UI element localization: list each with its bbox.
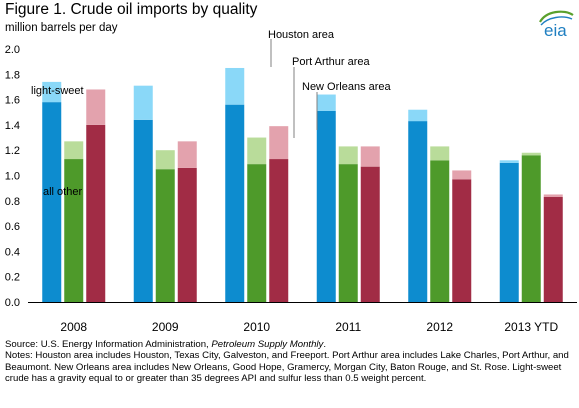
bar-port-arthur-all-other [521, 155, 541, 302]
source-suffix: . [323, 339, 327, 350]
bar-port-arthur-light-sweet [521, 152, 541, 156]
bar-new-orleans-all-other [452, 179, 472, 302]
bar-houston-light-sweet [499, 160, 519, 163]
annotations: Houston area Port Arthur area New Orlean… [31, 29, 392, 198]
logo-arc-green [539, 10, 574, 23]
bar-port-arthur-light-sweet [430, 146, 450, 161]
bar-port-arthur-light-sweet [155, 150, 175, 170]
bar-new-orleans-light-sweet [360, 146, 380, 167]
bar-new-orleans-all-other [543, 197, 563, 302]
x-tick-label: 2008 [60, 320, 87, 334]
annotation-port-arthur-area: Port Arthur area [292, 56, 371, 68]
y-tick-label: 0.4 [5, 246, 20, 258]
bar-houston-all-other [316, 110, 336, 302]
bar-port-arthur-all-other [155, 169, 175, 302]
x-axis: 2008 2009 2010 2011 2012 2013 YTD [28, 302, 577, 334]
bar-houston-all-other [133, 119, 153, 302]
bar-port-arthur-light-sweet [247, 137, 267, 165]
x-tick-label: 2009 [152, 320, 179, 334]
bar-houston-light-sweet [225, 67, 245, 105]
bar-new-orleans-all-other [177, 167, 197, 302]
y-axis-label: million barrels per day [5, 22, 118, 34]
y-tick-label: 0.8 [5, 196, 20, 208]
bar-port-arthur-light-sweet [338, 146, 358, 165]
bar-port-arthur-light-sweet [64, 141, 84, 160]
annotation-new-orleans-area: New Orleans area [302, 81, 392, 93]
eia-logo: eia [539, 10, 574, 38]
bar-houston-light-sweet [133, 85, 153, 120]
bar-series [42, 67, 563, 303]
x-tick-label: 2010 [243, 320, 270, 334]
bar-port-arthur-all-other [64, 159, 84, 302]
y-tick-label: 1.6 [5, 95, 20, 107]
bar-houston-all-other [408, 121, 428, 302]
source-prefix: Source: U.S. Energy Information Administ… [5, 339, 212, 350]
bar-new-orleans-light-sweet [452, 170, 472, 180]
y-tick-label: 1.0 [5, 171, 20, 183]
bar-port-arthur-all-other [247, 164, 267, 302]
logo-arc-blue [540, 16, 573, 26]
y-axis: 0.0 0.2 0.4 0.6 0.8 1.0 1.2 1.4 1.6 1.8 2.0 [5, 44, 20, 309]
bar-houston-light-sweet [316, 94, 336, 111]
y-tick-label: 1.2 [5, 145, 20, 157]
y-tick-label: 1.4 [5, 120, 20, 132]
bar-port-arthur-all-other [338, 164, 358, 302]
bar-new-orleans-light-sweet [269, 126, 289, 160]
y-tick-label: 2.0 [5, 44, 20, 56]
annotation-all-other: all other [43, 186, 82, 198]
annotation-light-sweet: light-sweet [31, 85, 84, 97]
bar-new-orleans-all-other [360, 166, 380, 302]
bar-new-orleans-all-other [86, 124, 106, 303]
annotation-houston-area: Houston area [268, 29, 335, 41]
bar-new-orleans-light-sweet [177, 141, 197, 168]
bar-houston-all-other [499, 162, 519, 302]
bar-new-orleans-light-sweet [86, 89, 106, 125]
source-publication: Petroleum Supply Monthly [211, 339, 324, 350]
x-tick-label: 2012 [426, 320, 453, 334]
chart-title: Figure 1. Crude oil imports by quality [5, 1, 258, 18]
y-tick-label: 0.0 [5, 297, 20, 309]
bar-houston-all-other [225, 104, 245, 302]
bar-houston-light-sweet [408, 109, 428, 122]
logo-text: eia [544, 21, 567, 38]
y-tick-label: 0.2 [5, 272, 20, 284]
bar-new-orleans-light-sweet [543, 194, 563, 198]
bar-chart: 0.00.20.40.60.81.01.21.41.61.82.0 2008 20… [5, 29, 577, 334]
footer-notes: Source: U.S. Energy Information Administ… [5, 339, 577, 385]
y-tick-label: 1.8 [5, 69, 20, 81]
bar-new-orleans-all-other [269, 159, 289, 302]
y-tick-label: 0.6 [5, 221, 20, 233]
bar-houston-all-other [42, 102, 62, 302]
x-tick-label: 2013 YTD [504, 320, 558, 334]
source-note: Source: U.S. Energy Information Administ… [5, 339, 577, 350]
bar-port-arthur-all-other [430, 160, 450, 302]
x-tick-label: 2011 [335, 320, 361, 334]
bar-houston-light-sweet [42, 81, 62, 103]
notes-text: Notes: Houston area includes Houston, Te… [5, 350, 569, 385]
